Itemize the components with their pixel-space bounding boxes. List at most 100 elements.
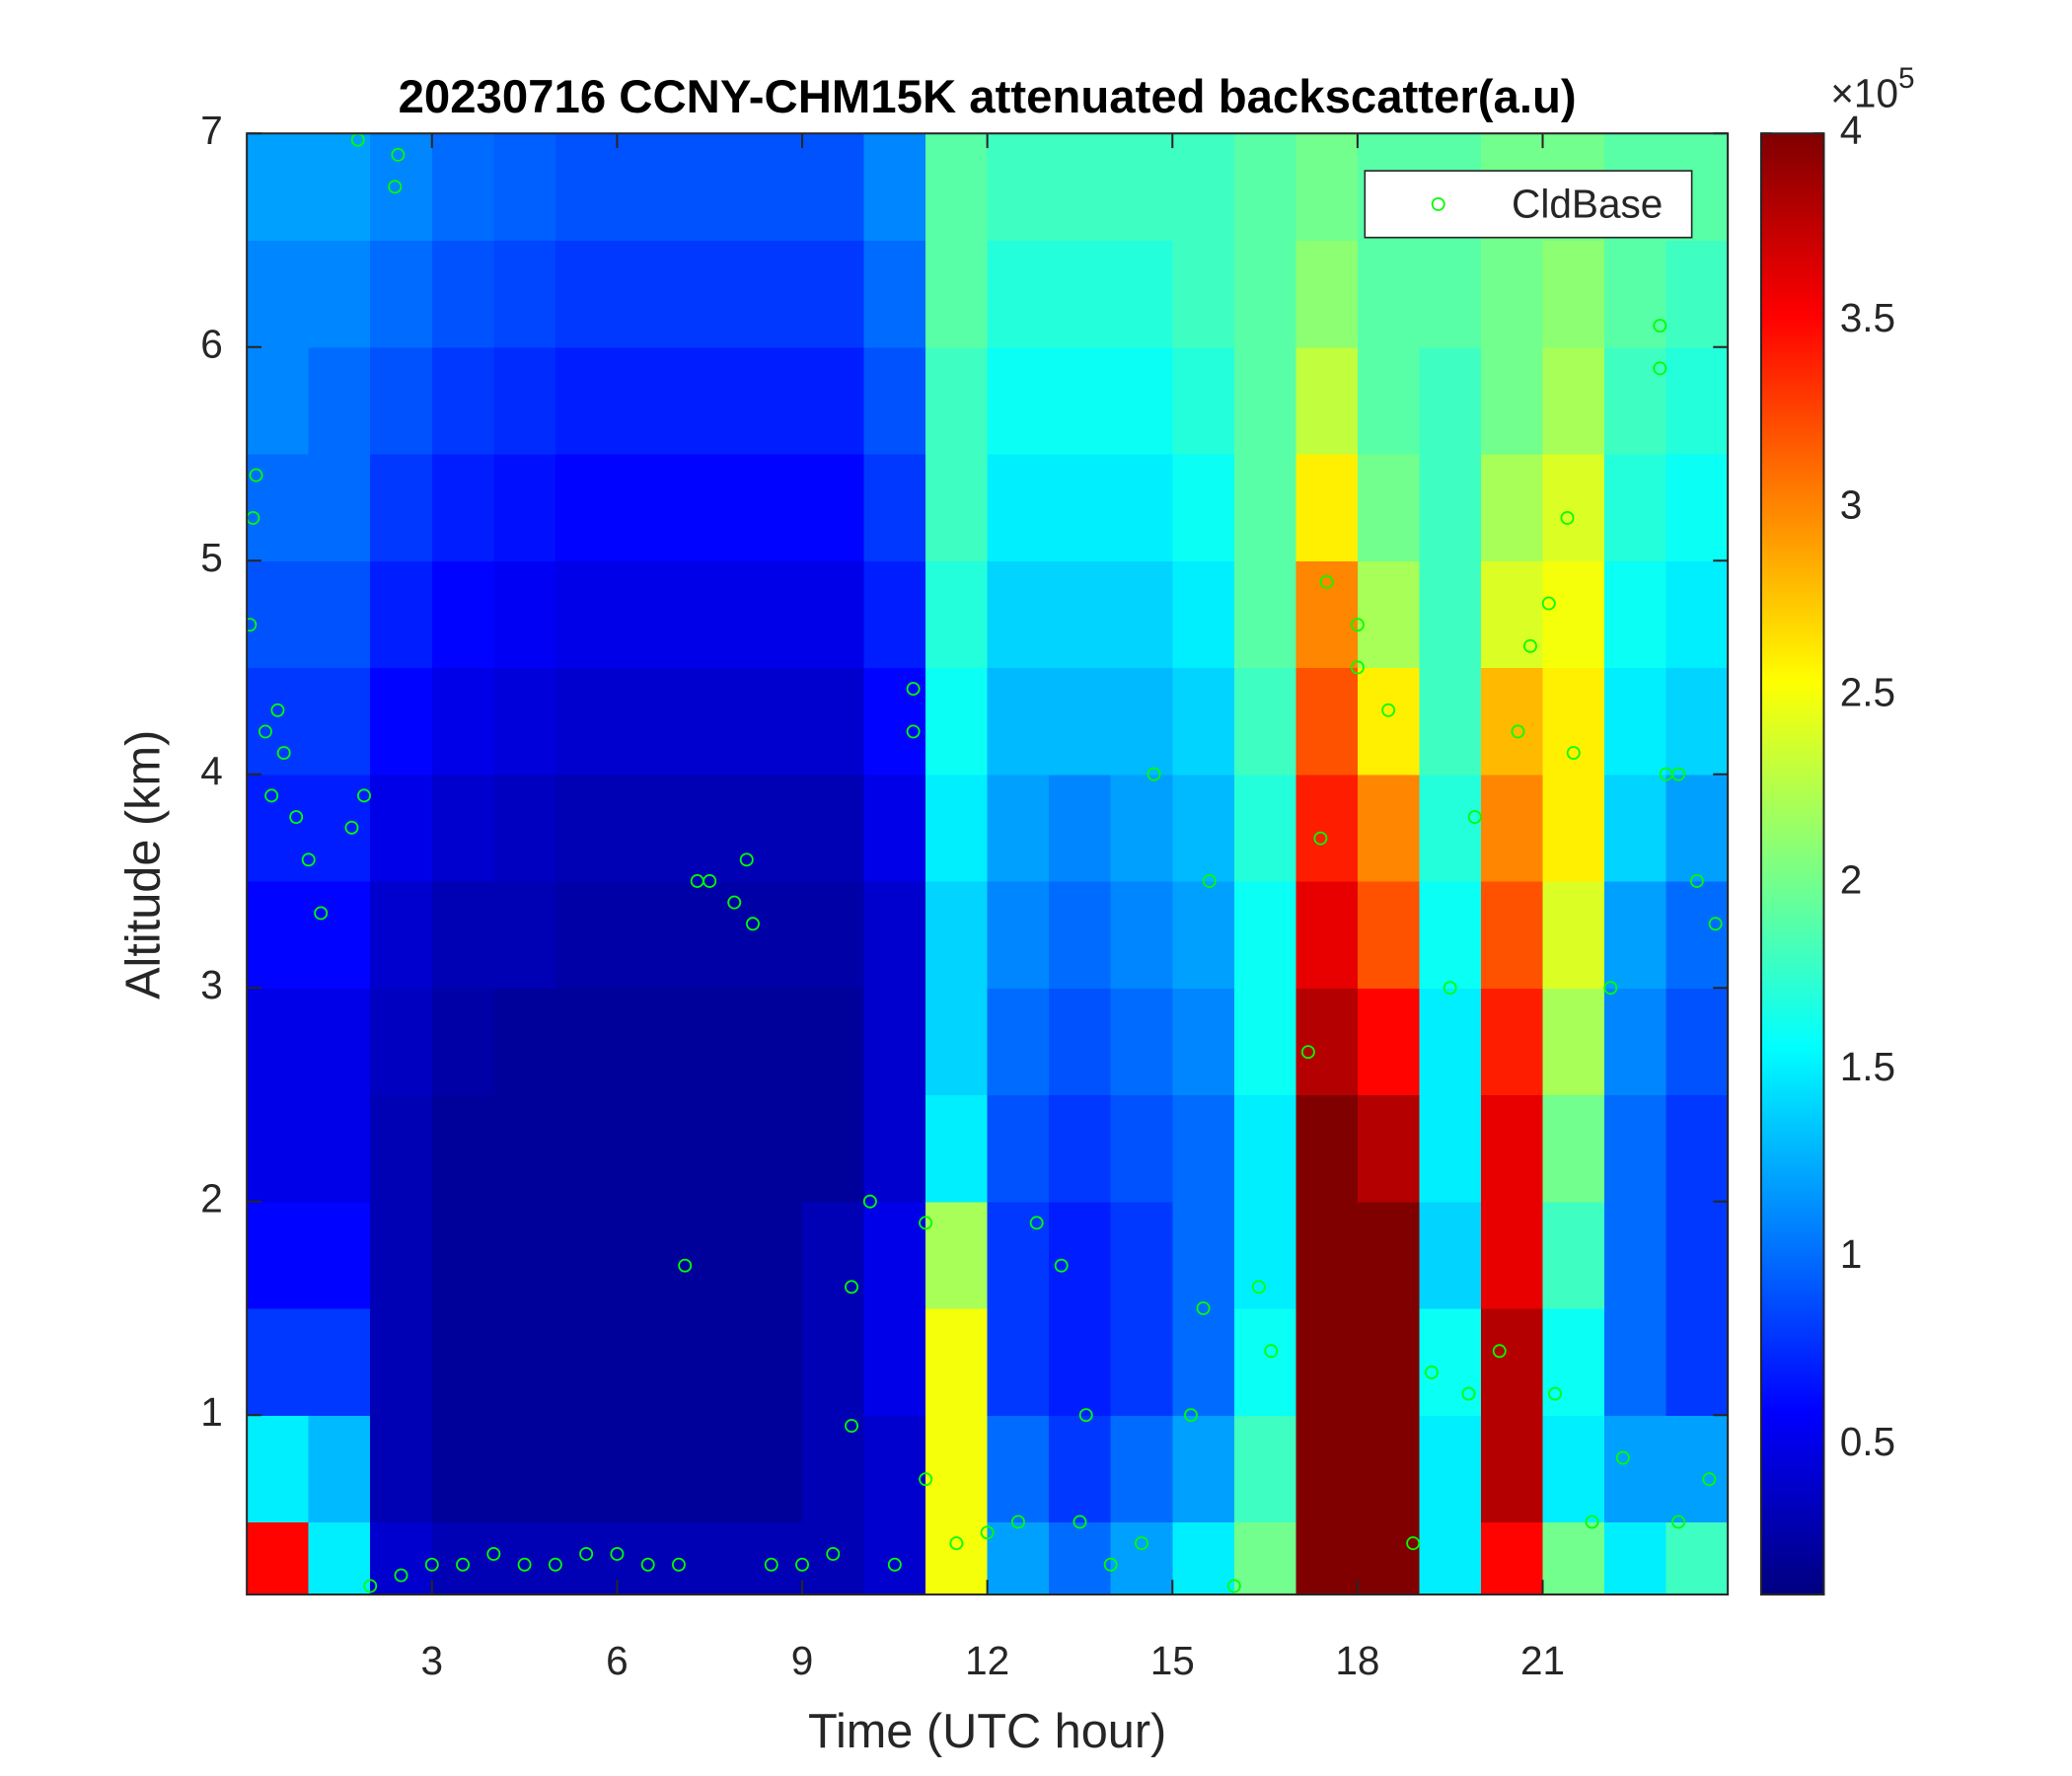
heatmap-cell: [493, 560, 556, 669]
heatmap-cell: [1419, 1307, 1482, 1416]
cloud-base-point: [289, 810, 304, 824]
heatmap-cell: [1233, 1307, 1297, 1416]
cloud-base-point: [1147, 767, 1161, 781]
heatmap-cell: [1480, 1094, 1544, 1203]
chart-title: 20230716 CCNY-CHM15K attenuated backscat…: [399, 71, 1577, 123]
cloud-base-point: [1319, 574, 1334, 589]
cloud-base-point: [1566, 746, 1581, 761]
heatmap-cell: [308, 1094, 371, 1203]
heatmap-cell: [863, 1201, 926, 1309]
cloud-base-point: [258, 724, 272, 739]
heatmap-cell: [431, 880, 494, 989]
heatmap-cell: [802, 774, 865, 882]
heatmap-cell: [431, 1094, 494, 1203]
cloud-base-point: [610, 1546, 625, 1561]
heatmap-cell: [1542, 1307, 1605, 1416]
heatmap-cell: [925, 1201, 989, 1309]
cloud-base-point: [1103, 1557, 1118, 1572]
heatmap-cell: [1049, 346, 1112, 455]
heatmap-cell: [1604, 560, 1667, 669]
heatmap-cell: [1110, 774, 1173, 882]
heatmap-cell: [1172, 133, 1235, 242]
heatmap-cell: [1604, 1415, 1667, 1523]
heatmap-cell: [678, 1307, 742, 1416]
heatmap-cell: [1480, 774, 1544, 882]
heatmap-cell: [987, 1307, 1050, 1416]
heatmap-cell: [987, 133, 1050, 242]
heatmap-cell: [1110, 560, 1173, 669]
cloud-base-point: [276, 746, 291, 761]
heatmap-cell: [493, 667, 556, 776]
heatmap-cell: [863, 1521, 926, 1595]
colorbar-tick-label: 2: [1840, 856, 1863, 902]
heatmap-cell: [1295, 453, 1359, 561]
cloud-base-point: [548, 1557, 562, 1572]
heatmap-cell: [555, 133, 619, 242]
heatmap-cell: [370, 880, 433, 989]
heatmap-cell: [1172, 240, 1235, 348]
heatmap-cell: [863, 453, 926, 561]
heatmap-cell: [1049, 988, 1112, 1096]
cloud-base-point: [1424, 1365, 1439, 1379]
cloud-base-point: [1406, 1536, 1421, 1551]
heatmap-cell: [740, 453, 803, 561]
heatmap-cell: [308, 880, 371, 989]
heatmap-cell: [370, 560, 433, 669]
heatmap-cell: [370, 1094, 433, 1203]
cloud-base-point: [1202, 874, 1217, 888]
heatmap-cell: [1480, 1415, 1544, 1523]
y-tick-label: 7: [200, 108, 223, 153]
heatmap-cell: [1049, 133, 1112, 242]
heatmap-cell: [1049, 774, 1112, 882]
cloud-base-point: [1010, 1515, 1025, 1529]
cloud-base-point: [394, 1568, 408, 1583]
heatmap-cell: [678, 1094, 742, 1203]
heatmap-cell: [987, 667, 1050, 776]
heatmap-cell: [1110, 988, 1173, 1096]
cloud-base-point: [826, 1546, 841, 1561]
heatmap-cell: [1049, 453, 1112, 561]
cloud-base-point: [1251, 1280, 1266, 1295]
heatmap-cell: [493, 453, 556, 561]
heatmap-cell: [1480, 560, 1544, 669]
heatmap-cell: [802, 346, 865, 455]
heatmap-cell: [493, 1521, 556, 1595]
heatmap-cell: [1172, 1307, 1235, 1416]
heatmap-cell: [802, 1415, 865, 1523]
heatmap-cell: [1110, 1307, 1173, 1416]
heatmap-cell: [678, 133, 742, 242]
heatmap-cell: [247, 988, 310, 1096]
heatmap-cell: [1049, 1094, 1112, 1203]
heatmap-cell: [1357, 240, 1421, 348]
heatmap-cell: [1357, 453, 1421, 561]
heatmap-cell: [247, 1415, 310, 1523]
cloud-base-point: [1560, 510, 1575, 525]
colorbar-tick-label: 3.5: [1840, 295, 1895, 340]
cloud-base-point: [486, 1546, 501, 1561]
heatmap-cell: [1233, 988, 1297, 1096]
heatmap-cell: [555, 1415, 619, 1523]
heatmap-cell: [925, 346, 989, 455]
heatmap-cell: [617, 133, 680, 242]
y-tick-label: 4: [200, 748, 223, 793]
x-tick-label: 18: [1335, 1638, 1379, 1683]
cloud-base-point: [1300, 1045, 1315, 1060]
heatmap-cell: [740, 240, 803, 348]
heatmap-cell: [370, 774, 433, 882]
heatmap-cell: [1665, 453, 1729, 561]
heatmap-cell: [1665, 1415, 1729, 1523]
heatmap-cell: [493, 1094, 556, 1203]
heatmap-cell: [308, 453, 371, 561]
heatmap-cell: [431, 453, 494, 561]
heatmap-cell: [1295, 880, 1359, 989]
cloud-base-point: [739, 852, 754, 867]
heatmap-cell: [1419, 667, 1482, 776]
heatmap-cell: [431, 774, 494, 882]
heatmap-cell: [802, 667, 865, 776]
cloud-base-point: [1492, 1344, 1507, 1359]
heatmap-cell: [987, 346, 1050, 455]
heatmap-cell: [678, 667, 742, 776]
heatmap-cell: [247, 453, 310, 561]
heatmap-cell: [370, 346, 433, 455]
heatmap-cell: [1110, 453, 1173, 561]
